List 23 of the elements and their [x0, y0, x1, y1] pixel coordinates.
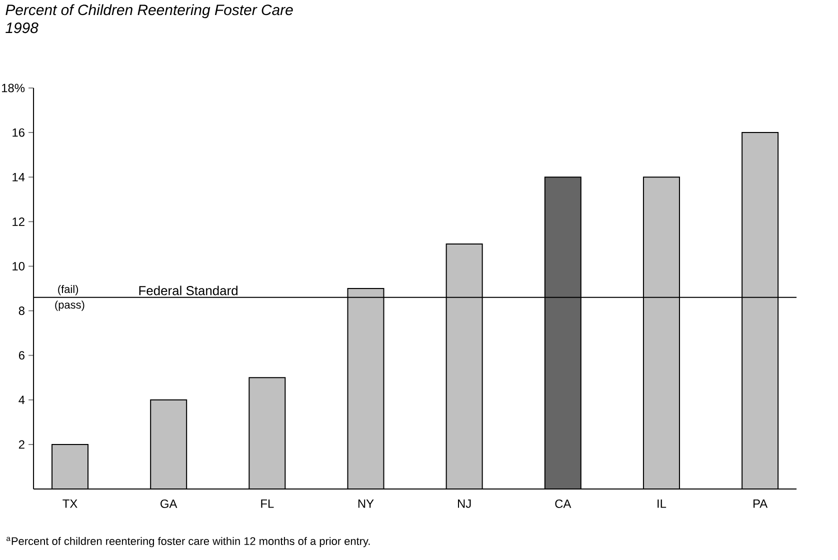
- x-tick-label: FL: [261, 500, 274, 508]
- y-tick-label: 8: [18, 306, 24, 315]
- y-tick-label: 16: [12, 128, 24, 137]
- y-tick-label: 18%: [2, 84, 25, 92]
- y-tick-label: 14: [12, 173, 25, 182]
- ref-line-label: Federal Standard: [139, 286, 238, 296]
- x-tick-label: NJ: [458, 500, 471, 508]
- x-tick-label: TX: [62, 500, 78, 508]
- y-tick-label: 12: [12, 217, 24, 226]
- chart-title: Percent of Children Reentering Foster Care: [6, 4, 293, 18]
- y-tick-label: 4: [18, 396, 25, 404]
- annotation: (fail): [58, 285, 78, 296]
- chart-subtitle: 1998: [6, 22, 38, 34]
- x-tick-label: PA: [754, 500, 768, 508]
- x-tick-label: GA: [160, 500, 178, 508]
- annotation: (pass): [55, 300, 84, 311]
- y-tick-label: 2: [18, 440, 24, 449]
- text: $^{a}$Percent of children reentering foster care within 12 months of a prior entry.: [6, 536, 370, 548]
- x-tick-label: CA: [555, 500, 572, 508]
- x-tick-label: IL: [658, 500, 666, 508]
- x-tick-label: NY: [358, 500, 374, 508]
- y-tick-label: 6: [18, 351, 24, 360]
- y-tick-label: 10: [12, 262, 25, 270]
